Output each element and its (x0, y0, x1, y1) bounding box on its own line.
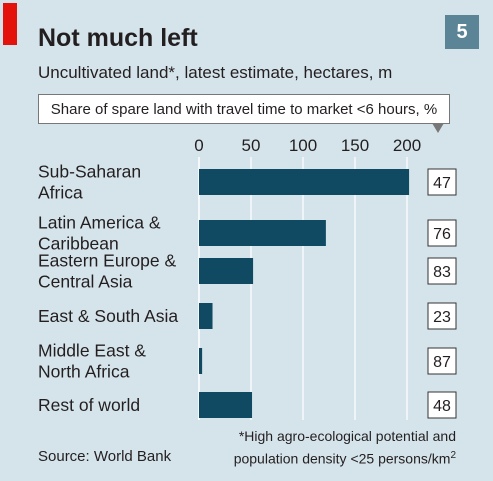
chart-title: Not much left (38, 24, 198, 52)
category-label: Sub-Saharan (38, 162, 141, 182)
category-label: Eastern Europe & (38, 251, 176, 271)
chart-number-badge: 5 (445, 15, 479, 49)
chart-subtitle: Uncultivated land*, latest estimate, hec… (38, 63, 393, 82)
share-label: 83 (433, 264, 451, 281)
bar-3 (199, 303, 213, 329)
category-label: North Africa (38, 362, 130, 382)
footnote-line-1: *High agro-ecological potential and (238, 428, 456, 444)
category-label: Central Asia (38, 272, 133, 292)
footnote: *High agro-ecological potential and popu… (234, 427, 456, 469)
category-label: Middle East & (38, 341, 146, 361)
x-tick-label: 50 (242, 136, 261, 155)
bar-0 (199, 169, 410, 195)
category-label: Africa (38, 183, 83, 203)
share-label: 23 (433, 309, 451, 326)
share-box-0 (427, 168, 457, 196)
category-label: East & South Asia (38, 306, 178, 326)
x-tick-label: 0 (194, 136, 203, 155)
share-label: 76 (433, 226, 451, 243)
bar-5 (199, 392, 253, 418)
legend-label: Share of spare land with travel time to … (50, 100, 438, 118)
share-box-2 (427, 257, 457, 285)
category-label: Rest of world (38, 395, 140, 415)
category-label: Latin America & (38, 213, 161, 233)
x-tick-label: 200 (393, 136, 421, 155)
share-label: 47 (433, 175, 451, 192)
bar-4 (199, 348, 203, 374)
red-accent-tab (3, 3, 17, 45)
bar-2 (199, 258, 254, 284)
source-note: Source: World Bank (38, 448, 172, 465)
share-box-1 (427, 219, 457, 247)
bar-1 (199, 220, 326, 246)
x-tick-label: 150 (341, 136, 369, 155)
share-label: 48 (433, 398, 451, 415)
x-tick-label: 100 (289, 136, 317, 155)
share-box-4 (427, 347, 457, 375)
legend-box: Share of spare land with travel time to … (38, 94, 450, 124)
share-box-5 (427, 391, 457, 419)
share-label: 87 (433, 354, 451, 371)
footnote-line-2: population density <25 persons/km2 (233, 450, 456, 467)
legend-pointer (432, 123, 444, 133)
share-box-3 (427, 302, 457, 330)
category-label: Caribbean (38, 234, 119, 254)
